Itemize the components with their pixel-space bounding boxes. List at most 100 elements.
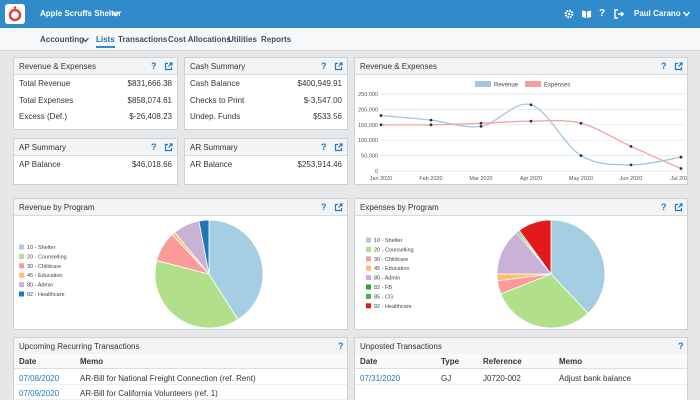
panel-header (355, 199, 687, 216)
panel-title: Revenue by Program (19, 203, 95, 212)
y-tick-label: 200,000 (358, 107, 378, 113)
legend-label: 10 - Shelter (374, 238, 403, 244)
open-button[interactable] (674, 203, 683, 214)
nav-item[interactable]: Transactions (118, 35, 168, 44)
column-header: Date (19, 357, 37, 366)
legend-swatch (366, 284, 371, 290)
data-point (379, 114, 383, 117)
user-name[interactable]: Paul Carano (634, 9, 681, 18)
panel-title: Cash Summary (190, 62, 246, 71)
summary-label: Undep. Funds (190, 112, 241, 121)
legend-swatch (366, 303, 371, 309)
open-button[interactable] (334, 62, 343, 73)
summary-value: $-26,408.23 (129, 112, 172, 121)
data-point (629, 144, 633, 148)
summary-label: AP Balance (19, 160, 61, 169)
org-name[interactable]: Apple Scruffs Shelter (40, 9, 122, 18)
panel-header (14, 199, 347, 216)
date-link[interactable]: 07/31/2020 (360, 374, 401, 383)
column-header: Date (360, 357, 378, 366)
panel-header (355, 58, 687, 75)
panel-title: Expenses by Program (360, 203, 439, 212)
legend-swatch (366, 265, 371, 271)
panel-title: Unposted Transactions (360, 342, 442, 351)
y-tick-label: 150,000 (358, 123, 378, 129)
help-button[interactable]: ? (661, 61, 667, 71)
x-tick-label: Apr 2020 (520, 176, 542, 182)
legend-swatch (19, 282, 24, 288)
panel-header (185, 58, 347, 75)
summary-value: $253,914.46 (297, 160, 343, 169)
nav-item[interactable]: Utilities (228, 35, 257, 44)
data-point (529, 103, 533, 107)
table-header-row (355, 354, 687, 369)
panel: Revenue & Expenses? Total Revenue $831,666… (13, 57, 178, 130)
date-link[interactable]: 07/08/2020 (19, 374, 60, 383)
column-header: Memo (559, 357, 583, 366)
open-button[interactable] (674, 62, 683, 73)
panel-title: Revenue & Expenses (19, 62, 96, 71)
open-button[interactable] (334, 143, 343, 154)
y-tick-label: 0 (375, 169, 378, 175)
open-button[interactable] (164, 62, 173, 73)
column-header: Reference (483, 357, 522, 366)
y-tick-label: 100,000 (358, 138, 378, 144)
org-caret[interactable] (112, 11, 119, 17)
summary-value: $46,018.66 (131, 160, 172, 169)
pie-slice (198, 219, 210, 275)
open-button[interactable] (164, 143, 173, 154)
nav-item[interactable]: Cost Allocations (168, 35, 231, 44)
panel-title: AP Summary (19, 143, 66, 152)
legend-swatch (366, 246, 371, 252)
settings-icon[interactable] (564, 9, 574, 19)
help-button[interactable]: ? (321, 142, 327, 152)
help-button[interactable]: ? (338, 341, 344, 351)
panel: Expenses by Program? 10 - Shelter 20 - Cou… (354, 198, 688, 330)
help-button[interactable]: ? (321, 61, 327, 71)
panel: AP Summary? AP Balance $46,018.66 (13, 138, 178, 185)
table-cell: AR-Bill for National Freight Connection … (80, 374, 256, 383)
nav-item[interactable]: Reports (261, 35, 292, 44)
pie-slice (154, 260, 239, 329)
panel: AR Summary? AR Balance $253,914.46 (184, 138, 348, 185)
legend-label: 30 - Childcare (27, 264, 61, 270)
help-button[interactable]: ? (661, 202, 667, 212)
book-icon[interactable] (581, 9, 592, 19)
table-cell: GJ (441, 374, 452, 383)
legend-swatch (366, 237, 371, 243)
nav-item[interactable]: Lists (96, 35, 115, 48)
help-button[interactable]: ? (151, 61, 157, 71)
pie-chart: 10 - Shelter 20 - Counselling 30 - Childca… (19, 219, 264, 329)
summary-value: $533.56 (313, 112, 342, 121)
summary-label: Total Expenses (19, 95, 74, 105)
panel: Unposted Transactions? Date Type Reference M… (354, 337, 688, 400)
summary-label: AR Balance (190, 160, 233, 169)
nav-item[interactable]: Accounting (40, 35, 84, 44)
legend-label: 45 - Education (27, 273, 62, 279)
table-cell: J0720-002 (483, 374, 521, 383)
help-button[interactable]: ? (678, 341, 684, 351)
nav-caret[interactable] (82, 36, 89, 45)
legend-label: 30 - Childcare (374, 257, 408, 263)
help-icon[interactable]: ? (599, 8, 606, 19)
signout-icon[interactable] (614, 9, 625, 19)
logo[interactable] (5, 4, 25, 24)
panel-title: Revenue & Expenses (360, 62, 437, 71)
summary-label: Checks to Print (190, 95, 245, 105)
summary-label: Cash Balance (190, 79, 240, 88)
legend-label: Revenue (494, 83, 519, 89)
data-point (579, 154, 583, 157)
legend-swatch (19, 263, 24, 269)
data-point (579, 121, 583, 125)
date-link[interactable]: 07/09/2020 (19, 389, 60, 398)
legend-label: 80 - Admin (27, 283, 53, 289)
panel: Cash Summary? Cash Balance $400,949.91 Chec… (184, 57, 348, 130)
open-button[interactable] (334, 203, 343, 214)
panel: Revenue by Program? 10 - Shelter 20 - Coun… (13, 198, 348, 330)
user-caret[interactable] (683, 11, 690, 17)
legend-swatch (19, 253, 24, 259)
legend-swatch (19, 291, 24, 297)
help-button[interactable]: ? (151, 142, 157, 152)
help-button[interactable]: ? (321, 202, 327, 212)
data-point (479, 121, 483, 125)
